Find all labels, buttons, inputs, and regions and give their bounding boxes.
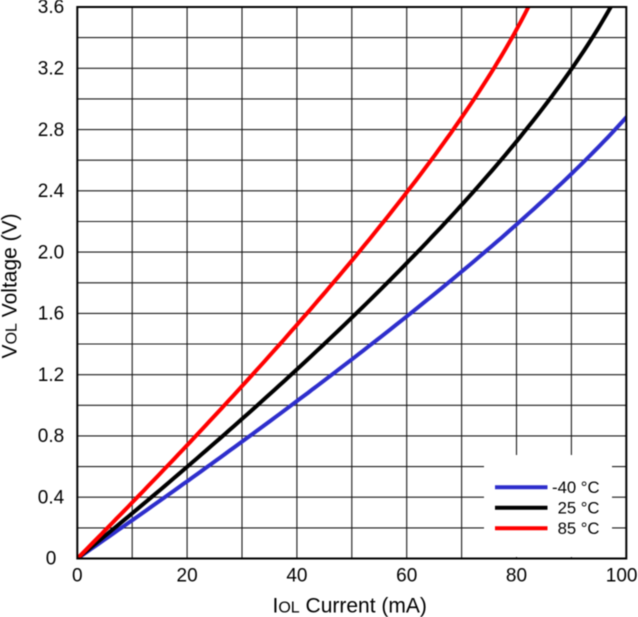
svg-text:0.8: 0.8 [38,426,64,447]
svg-text:0: 0 [72,565,83,586]
svg-text:20: 20 [177,565,198,586]
svg-text:2.4: 2.4 [38,181,65,202]
svg-text:1.6: 1.6 [38,304,64,325]
svg-text:100: 100 [606,565,638,586]
svg-text:1.2: 1.2 [38,365,64,386]
svg-text:-40 °C: -40 °C [552,478,599,497]
svg-text:85 °C: 85 °C [558,519,600,538]
svg-text:2.0: 2.0 [38,242,64,263]
svg-text:80: 80 [506,565,527,586]
svg-text:3.2: 3.2 [38,59,64,80]
svg-text:3.6: 3.6 [38,0,64,18]
svg-text:40: 40 [286,565,307,586]
svg-text:0: 0 [46,549,57,570]
svg-text:60: 60 [396,565,417,586]
svg-text:0.4: 0.4 [38,487,65,508]
svg-text:IOL Current (mA): IOL Current (mA) [273,594,427,617]
svg-text:25 °C: 25 °C [558,499,600,518]
svg-text:2.8: 2.8 [38,120,64,141]
svg-text:VOL Voltage (V): VOL Voltage (V) [0,213,21,358]
